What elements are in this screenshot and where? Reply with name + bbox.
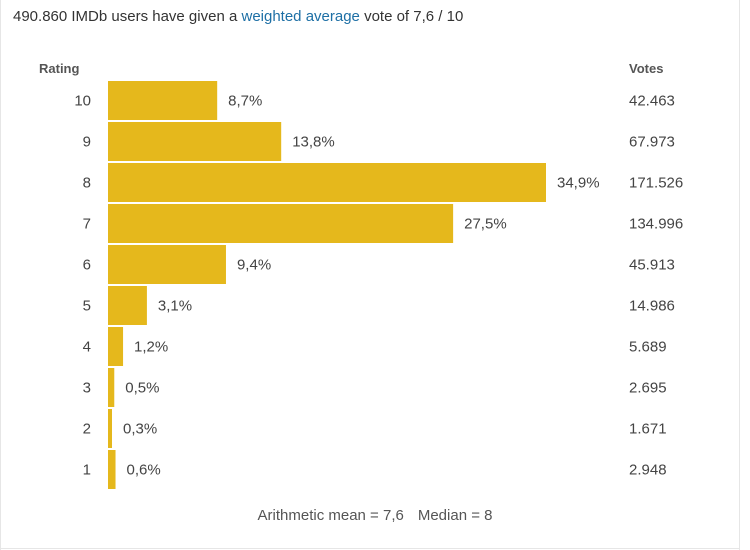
percent-label-10: 8,7%: [228, 93, 262, 110]
votes-count-9: 67.973: [629, 134, 675, 151]
rating-summary: 490.860 IMDb users have given a weighted…: [13, 8, 463, 25]
rating-label-1: 1: [83, 462, 91, 479]
bar-rating-6: [108, 245, 226, 284]
median: Median = 8: [417, 507, 493, 524]
percent-label-9: 13,8%: [292, 134, 335, 151]
votes-count-2: 1.671: [629, 421, 667, 438]
frame-left-border: [0, 0, 1, 550]
bar-rating-9: [108, 122, 282, 161]
votes-column-header: Votes: [629, 61, 664, 76]
rating-label-2: 2: [83, 421, 91, 438]
frame-bottom-border: [0, 548, 740, 549]
votes-count-4: 5.689: [629, 339, 667, 356]
arithmetic-mean: Arithmetic mean = 7,6: [257, 507, 404, 524]
bar-rating-3: [108, 368, 115, 407]
bar-rating-5: [108, 286, 147, 325]
rating-label-4: 4: [83, 339, 91, 356]
rating-label-5: 5: [83, 298, 91, 315]
rating-label-3: 3: [83, 380, 91, 397]
percent-label-5: 3,1%: [158, 298, 192, 315]
percent-label-4: 1,2%: [134, 339, 168, 356]
votes-count-7: 134.996: [629, 216, 683, 233]
rating-column-header: Rating: [39, 61, 80, 76]
bar-rating-1: [108, 450, 116, 489]
percent-label-6: 9,4%: [237, 257, 271, 274]
votes-count-5: 14.986: [629, 298, 675, 315]
statistics-footer: Arithmetic mean = 7,6 Median = 8: [0, 507, 750, 524]
votes-count-8: 171.526: [629, 175, 683, 192]
weighted-average-link[interactable]: weighted average: [241, 8, 360, 25]
frame-right-border: [739, 0, 740, 550]
summary-prefix: 490.860 IMDb users have given a: [13, 8, 242, 25]
votes-count-1: 2.948: [629, 462, 667, 479]
rating-label-7: 7: [83, 216, 91, 233]
votes-count-6: 45.913: [629, 257, 675, 274]
bar-rating-7: [108, 204, 454, 243]
bar-rating-10: [108, 81, 218, 120]
percent-label-2: 0,3%: [123, 421, 157, 438]
percent-label-1: 0,6%: [127, 462, 161, 479]
summary-suffix: vote of 7,6 / 10: [359, 8, 464, 25]
bar-rating-4: [108, 327, 124, 366]
votes-count-3: 2.695: [629, 380, 667, 397]
votes-count-10: 42.463: [629, 93, 675, 110]
bar-rating-8: [108, 163, 546, 202]
rating-label-9: 9: [83, 134, 91, 151]
percent-label-3: 0,5%: [125, 380, 159, 397]
bar-rating-2: [108, 409, 112, 448]
rating-label-10: 10: [74, 93, 91, 110]
rating-label-8: 8: [83, 175, 91, 192]
rating-label-6: 6: [83, 257, 91, 274]
percent-label-8: 34,9%: [557, 175, 600, 192]
percent-label-7: 27,5%: [464, 216, 507, 233]
